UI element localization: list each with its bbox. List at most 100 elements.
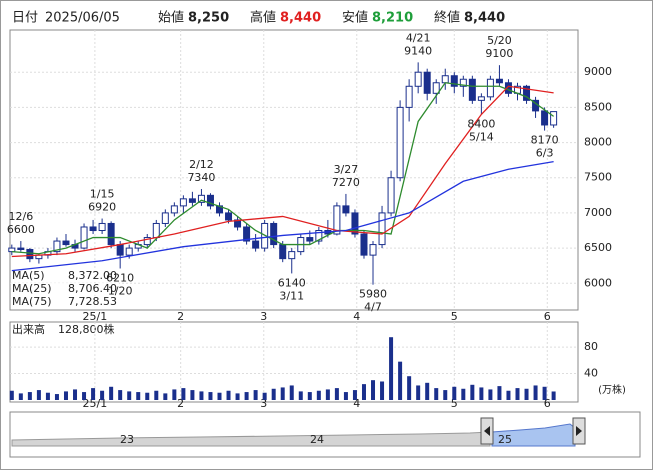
x-tick-label: 4 (353, 310, 360, 323)
volume-bar (289, 385, 294, 400)
candle-body (170, 205, 178, 214)
annotation-price: 9100 (485, 47, 513, 60)
plot: 6000650070007500800085009000408025/125/1… (7, 30, 612, 410)
candle-body (333, 205, 341, 235)
legend-bg (11, 296, 119, 308)
candle-body (378, 212, 386, 246)
candle-body (179, 198, 187, 207)
volume-bar (280, 387, 285, 400)
annotation-price: 7270 (332, 176, 360, 189)
volume-bar (524, 388, 529, 400)
y-tick-label: 8000 (584, 136, 612, 149)
volume-bar (398, 361, 403, 400)
y-tick-label: 6500 (584, 241, 612, 254)
candle-body (206, 194, 214, 207)
legend-value: 8,372.00 (68, 269, 117, 282)
annotation-date: 12/6 (8, 210, 33, 223)
candle-body (8, 247, 16, 253)
volume-bar (235, 393, 240, 400)
volume-bar (425, 382, 430, 400)
y-tick-label: 40 (584, 367, 598, 380)
y-tick-label: 6000 (584, 276, 612, 289)
annotation-price: 9140 (404, 44, 432, 57)
year-label: 23 (120, 433, 134, 446)
annotation-date: 4/21 (406, 31, 431, 44)
annotation-date: 5/14 (469, 130, 494, 143)
annotation-price: 6210 (106, 271, 134, 284)
volume-bar (371, 380, 376, 400)
x-tick-label: 6 (544, 397, 551, 410)
candle-body (495, 78, 503, 84)
candle-body (53, 240, 61, 253)
volume-bar (262, 392, 267, 400)
candle-body (306, 237, 314, 242)
candle-body (405, 85, 413, 108)
volume-bar (45, 392, 50, 400)
candle-body (243, 226, 251, 242)
navigator-area (11, 431, 491, 447)
annotation-price: 6920 (88, 201, 116, 214)
candle-body (315, 230, 323, 242)
x-tick-label: 2 (177, 397, 184, 410)
legend-name: MA(75) (12, 295, 52, 308)
volume-bar (551, 391, 556, 400)
candle-body (477, 96, 485, 101)
volume-bar (253, 390, 258, 400)
volume-bar (352, 390, 357, 400)
candle-body (26, 248, 34, 260)
volume-bar (226, 390, 231, 400)
annotation-price: 5980 (359, 288, 387, 301)
x-tick-label: 25/1 (83, 397, 108, 410)
y-tick-label: 7500 (584, 171, 612, 184)
open: 8,250 (188, 11, 229, 26)
volume-bar (361, 384, 366, 400)
candle-body (360, 233, 368, 256)
candle-body (541, 110, 549, 126)
candle-body (459, 78, 467, 87)
candle-body (107, 222, 115, 246)
volume-bar (307, 392, 312, 400)
volume-bar (163, 393, 168, 400)
header: 日付 2025/06/05 始値 8,250 高値 8,440 安値 8,210… (12, 10, 505, 26)
volume-bar (82, 392, 87, 400)
candle-body (80, 226, 88, 249)
volume-bar (9, 390, 14, 400)
annotation-price: 8400 (467, 117, 495, 130)
candle-body (225, 212, 233, 221)
x-tick-label: 4 (353, 397, 360, 410)
volume-bar (145, 392, 150, 400)
close-label: 終値 (434, 10, 460, 26)
volume-bar (18, 393, 23, 400)
volume-bar (172, 389, 177, 400)
high: 8,440 (280, 11, 321, 26)
legend-bg (11, 270, 119, 282)
candle-body (143, 237, 151, 246)
y-tick-label: 8500 (584, 100, 612, 113)
legend-value: 8,706.40 (68, 282, 117, 295)
navigator: 23 24 25 (9, 411, 641, 458)
x-tick-label: 5 (451, 310, 458, 323)
volume-latest: 128,800株 (58, 322, 115, 336)
volume-bar (434, 388, 439, 400)
volume-bar (73, 389, 78, 400)
legend-bg (11, 283, 119, 295)
candle-body (188, 198, 196, 203)
candle-body (288, 251, 296, 260)
volume-bar (515, 388, 520, 400)
x-tick-label: 3 (260, 397, 267, 410)
candle-body (396, 106, 404, 179)
volume-bar (407, 376, 412, 400)
x-tick-label: 25/1 (83, 310, 108, 323)
x-tick-label: 3 (260, 310, 267, 323)
volume-unit: (万株) (598, 383, 626, 396)
legend-name: MA(25) (12, 282, 52, 295)
volume-bar (54, 394, 59, 400)
year-label: 25 (498, 433, 512, 446)
low-label: 安値 (342, 10, 368, 26)
candle-body (550, 111, 558, 126)
candle-body (432, 82, 440, 94)
candle-body (468, 78, 476, 101)
annotation-date: 5/20 (487, 34, 512, 47)
annotation-date: 6/3 (536, 147, 554, 160)
x-tick-label: 6 (544, 310, 551, 323)
